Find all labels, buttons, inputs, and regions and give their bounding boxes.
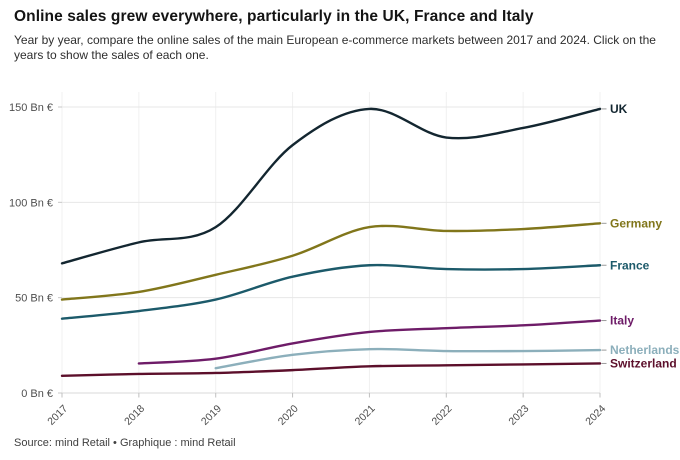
series-label-netherlands: Netherlands <box>610 343 680 357</box>
series-line-switzerland <box>60 362 602 378</box>
x-axis-label-2017[interactable]: 2017 <box>45 403 70 428</box>
series-label-germany: Germany <box>610 216 662 230</box>
x-axis-label-2019[interactable]: 2019 <box>199 403 224 428</box>
x-axis-label-2020[interactable]: 2020 <box>276 403 301 428</box>
x-axis-label-2022[interactable]: 2022 <box>430 403 455 428</box>
series-line-germany <box>60 222 602 301</box>
series-label-uk: UK <box>610 102 628 116</box>
y-axis-label-0: 0 Bn € <box>21 388 53 400</box>
chart-subtitle: Year by year, compare the online sales o… <box>14 33 656 62</box>
series-label-france: France <box>610 258 650 272</box>
series-label-italy: Italy <box>610 314 634 328</box>
series-line-uk <box>60 107 602 265</box>
series-line-netherlands <box>214 347 602 370</box>
series-line-italy <box>137 319 602 365</box>
chart-title: Online sales grew everywhere, particular… <box>14 8 534 25</box>
y-axis-label-100: 100 Bn € <box>9 197 53 209</box>
x-axis-label-2023[interactable]: 2023 <box>506 403 531 428</box>
y-axis-label-150: 150 Bn € <box>9 102 53 114</box>
y-axis-label-50: 50 Bn € <box>15 293 53 305</box>
x-axis-label-2021[interactable]: 2021 <box>353 403 378 428</box>
series-line-france <box>60 263 602 320</box>
x-axis-label-2018[interactable]: 2018 <box>122 403 147 428</box>
series-label-switzerland: Switzerland <box>610 356 677 370</box>
x-axis-label-2024[interactable]: 2024 <box>583 403 608 428</box>
source-note: Source: mind Retail • Graphique : mind R… <box>14 437 236 449</box>
